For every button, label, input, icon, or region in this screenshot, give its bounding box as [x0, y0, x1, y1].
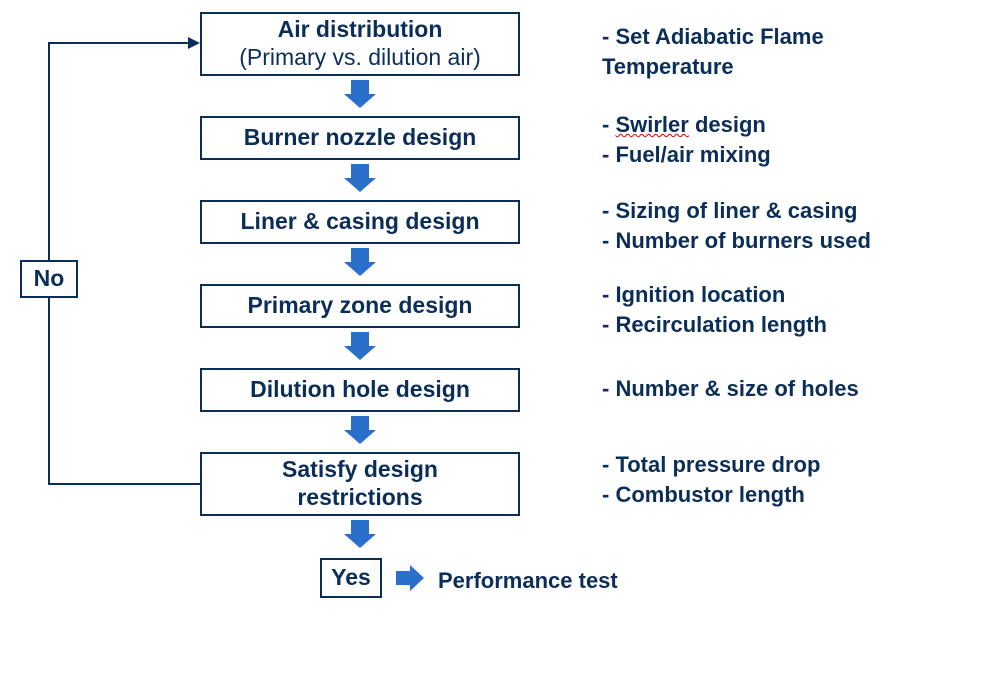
note-holes: - Number & size of holes [602, 374, 859, 404]
note-ignition: - Ignition location- Recirculation lengt… [602, 280, 827, 339]
feedback-line [48, 42, 188, 44]
box-title: Air distribution [278, 16, 443, 44]
performance-test-label: Performance test [438, 566, 618, 596]
decision-no: No [20, 260, 78, 298]
box-dilution-hole: Dilution hole design [200, 368, 520, 412]
decision-label: Yes [331, 564, 371, 592]
note-swirler: - Swirler design- Fuel/air mixing [602, 110, 771, 169]
decision-yes: Yes [320, 558, 382, 598]
box-liner-casing: Liner & casing design [200, 200, 520, 244]
feedback-line [49, 483, 200, 485]
box-burner-nozzle: Burner nozzle design [200, 116, 520, 160]
box-title: Primary zone design [248, 292, 473, 320]
box-satisfy-restrictions: Satisfy design restrictions [200, 452, 520, 516]
note-liner: - Sizing of liner & casing- Number of bu… [602, 196, 871, 255]
box-title: Burner nozzle design [244, 124, 477, 152]
decision-label: No [34, 265, 65, 293]
box-title-line1: Satisfy design [282, 456, 438, 484]
arrow-right-icon [188, 37, 200, 49]
box-primary-zone: Primary zone design [200, 284, 520, 328]
note-pressure: - Total pressure drop- Combustor length [602, 450, 820, 509]
note-adiabatic: - Set Adiabatic FlameTemperature [602, 22, 824, 81]
box-subtitle: (Primary vs. dilution air) [239, 44, 481, 72]
box-title: Dilution hole design [250, 376, 470, 404]
feedback-line [48, 42, 50, 260]
box-air-distribution: Air distribution (Primary vs. dilution a… [200, 12, 520, 76]
box-title-line2: restrictions [297, 484, 422, 512]
feedback-line [48, 298, 50, 485]
box-title: Liner & casing design [241, 208, 480, 236]
